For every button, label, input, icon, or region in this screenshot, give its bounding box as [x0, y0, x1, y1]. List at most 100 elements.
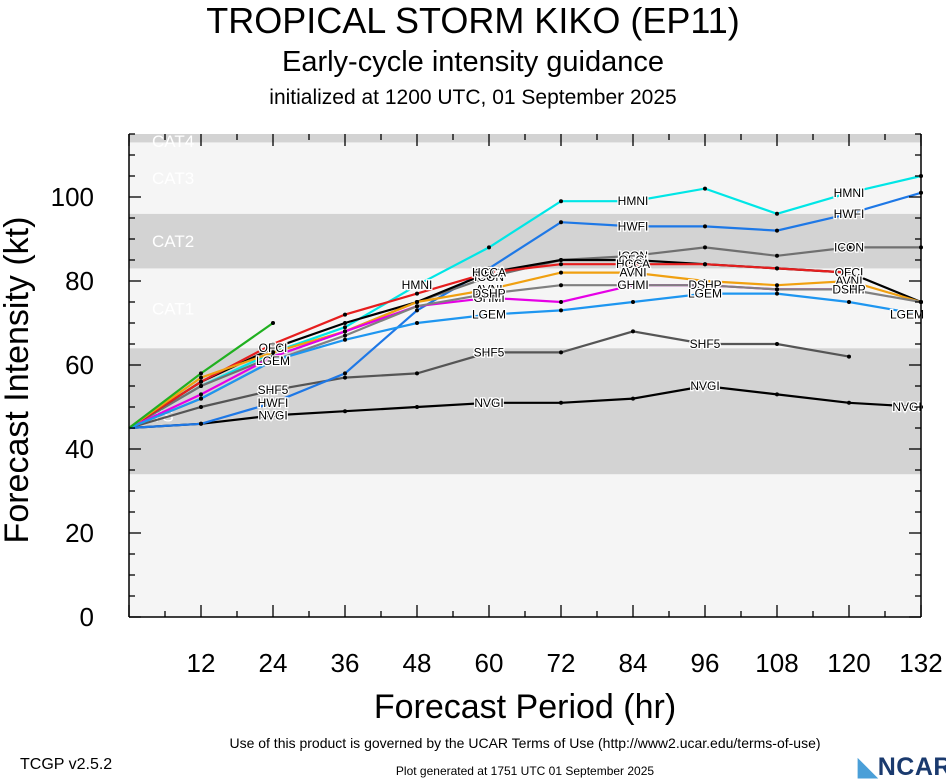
series-point-nvgi	[271, 413, 275, 418]
x-tick-label: 120	[827, 648, 870, 678]
series-point-hcca	[631, 262, 635, 267]
series-point-hwfi	[847, 211, 851, 216]
series-label-icon: ICON	[618, 249, 648, 263]
series-point-hwfi	[343, 371, 347, 376]
series-point-avni	[199, 375, 203, 380]
series-point-nvgi	[343, 409, 347, 414]
series-point-shf5	[631, 329, 635, 334]
series-point-hwfi	[199, 421, 203, 426]
series-point-dshp	[415, 304, 419, 309]
series-point-shf5	[559, 350, 563, 355]
series-point-dshp	[631, 283, 635, 288]
series-label-hcca: HCCA	[472, 266, 506, 280]
series-point-lgem	[847, 300, 851, 304]
y-tick-label: 0	[80, 602, 94, 632]
series-point-lgem	[415, 321, 419, 325]
series-point-shf5	[775, 342, 779, 346]
series-point-dshp	[559, 283, 563, 288]
series-point-dshp	[775, 287, 779, 292]
y-tick-label: 40	[65, 434, 94, 464]
series-point-icon	[487, 274, 491, 279]
series-label-shf5: SHF5	[474, 345, 505, 359]
y-tick-label: 60	[65, 350, 94, 380]
series-point-shf5	[199, 405, 203, 409]
series-point-ghmi	[559, 300, 563, 304]
series-line-hmni	[128, 174, 922, 429]
series-point-lgem	[343, 337, 347, 342]
series-point-hmni	[415, 283, 419, 288]
series-line-lgem	[128, 292, 922, 430]
x-tick-label: 12	[187, 648, 216, 678]
series-point-hwfi	[415, 308, 419, 313]
series-label-lgem: LGEM	[472, 308, 506, 322]
series-point-icon	[847, 245, 851, 250]
series-point-ofci	[559, 258, 563, 262]
series-point-ofci	[343, 321, 347, 325]
series-point-dshp	[847, 287, 851, 292]
series-point-dshp	[343, 333, 347, 338]
series-point-avni	[703, 279, 707, 283]
series-point-nvgi	[487, 400, 491, 405]
x-tick-label: 132	[899, 648, 942, 678]
series-point-shf5	[703, 342, 707, 346]
series-point-hmni	[631, 199, 635, 204]
series-point-hcca	[271, 342, 275, 346]
series-point-shf5	[415, 371, 419, 376]
series-point-nvgi	[847, 400, 851, 405]
series-label-hwfi: HWFI	[618, 219, 649, 233]
series-point-hwfi	[559, 220, 563, 225]
series-point-lgem	[199, 396, 203, 401]
series-point-icon	[775, 253, 779, 258]
series-point-ghmi	[199, 392, 203, 397]
series-label-shf5: SHF5	[690, 337, 721, 351]
x-tick-label: 60	[475, 648, 504, 678]
chart-subtitle: Early-cycle intensity guidance	[281, 46, 664, 78]
x-tick-label: 108	[755, 648, 798, 678]
series-label-ofci: OFCI	[835, 266, 864, 280]
series-point-hmni	[703, 186, 707, 191]
series-label-hmni: HMNI	[618, 194, 649, 208]
series-label-dshp: DSHP	[472, 287, 505, 301]
series-label-lgem: LGEM	[688, 287, 722, 301]
y-axis-label: Forecast Intensity (kt)	[0, 217, 36, 544]
series-label-hwfi: HWFI	[258, 396, 289, 410]
series-point-avni	[487, 287, 491, 292]
series-point-nvgi	[631, 396, 635, 401]
series-point-lgem	[775, 291, 779, 296]
series-point-nvgi	[775, 392, 779, 397]
series-point-ghmi	[343, 329, 347, 334]
series-label-hmni: HMNI	[402, 278, 433, 292]
series-point-lgem	[703, 291, 707, 296]
series-label-hwfi: HWFI	[834, 207, 865, 221]
series-point-hcca	[487, 270, 491, 275]
series-point-hmni	[775, 211, 779, 216]
series-point-dshp	[487, 291, 491, 296]
series-point-hcca	[559, 262, 563, 267]
series-label-dshp: DSHP	[688, 278, 721, 292]
series-point-lgem	[631, 300, 635, 304]
series-point-avni	[775, 283, 779, 288]
series-point-avni	[631, 270, 635, 275]
series-label-dshp: DSHP	[832, 282, 865, 296]
band-cat2	[129, 213, 921, 269]
series-point-dshp	[703, 283, 707, 288]
x-tick-label: 48	[403, 648, 432, 678]
series-point-nvgi	[559, 400, 563, 405]
series-point-shf5	[271, 388, 275, 393]
series-point-shf5	[487, 350, 491, 355]
series-point-ofci	[271, 346, 275, 351]
series-label-hmni: HMNI	[834, 186, 865, 200]
series-point-avni	[847, 279, 851, 283]
y-tick-label: 20	[65, 518, 94, 548]
ncar-logo-mark: ◣	[858, 753, 878, 781]
band-cat3	[129, 142, 921, 214]
ncar-logo: ◣NCAR	[858, 752, 946, 782]
series-point-hwfi	[271, 400, 275, 405]
series-label-lgem: LGEM	[890, 308, 924, 322]
series-line-hwfi	[128, 191, 922, 430]
series-point-hcca	[775, 266, 779, 271]
ncar-logo-text: NCAR	[877, 753, 946, 781]
series-label-icon: ICON	[834, 240, 864, 254]
series-label-shf5: SHF5	[258, 383, 289, 397]
